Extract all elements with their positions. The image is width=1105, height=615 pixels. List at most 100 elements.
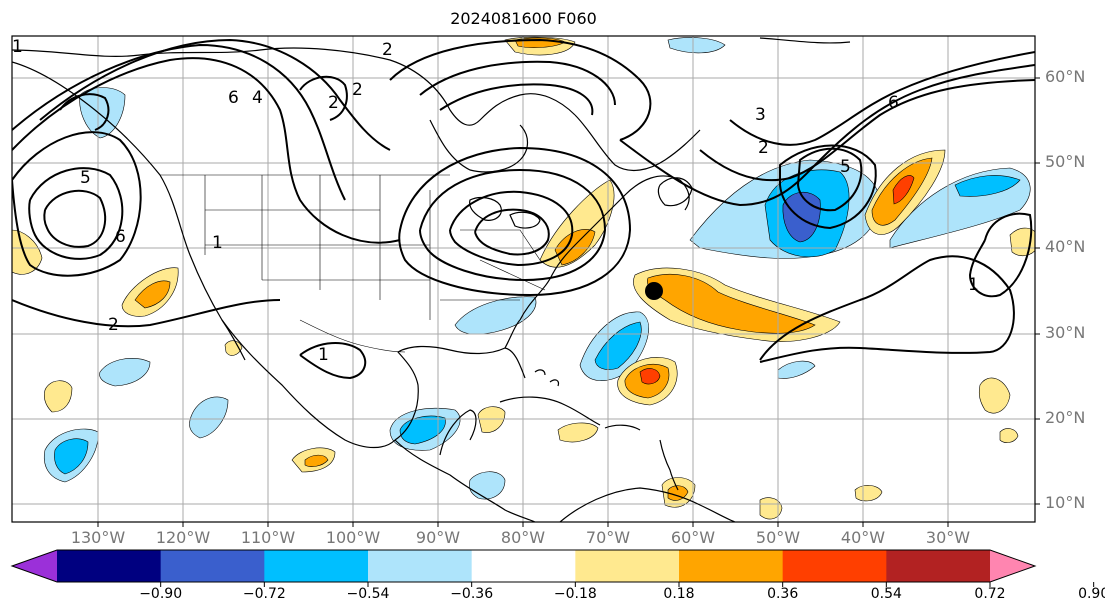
colorbar-swatch (57, 550, 162, 582)
coast-labrador (574, 114, 701, 172)
coast-central-america (394, 439, 536, 522)
shade-negative-central (468, 471, 506, 500)
contour-lines (12, 38, 1035, 380)
colorbar-tick-label: 0.18 (663, 586, 695, 602)
coast-canada-north (12, 47, 576, 126)
lon-ticks (97, 522, 949, 527)
shade-negative-bermuda-s (777, 360, 816, 379)
contour-atlantic-trough (796, 147, 863, 212)
colorbar-tick-label: −0.54 (346, 586, 390, 602)
lat-label: 50°N (1045, 152, 1086, 171)
lon-label: 130°W (70, 528, 126, 547)
map-title: 2024081600 F060 (450, 9, 597, 28)
contour-jet-west-3 (39, 38, 391, 151)
shade-positive-newfoundland-peak (892, 175, 915, 205)
lon-label: 120°W (155, 528, 211, 547)
lat-label: 10°N (1045, 493, 1086, 512)
shaded-field-layer (12, 36, 1035, 520)
shade-positive-mexico-core (304, 454, 329, 467)
colorbar-extend-max (990, 550, 1035, 582)
shade-negative-pacific-3 (99, 358, 151, 387)
contour-great-lakes-inner (449, 190, 574, 267)
contour-great-lakes-outer (398, 146, 632, 297)
colorbar-extend-min (12, 550, 57, 582)
shade-negative-pacific-1-core (54, 438, 89, 475)
colorbar-swatch (575, 550, 680, 582)
coast-greenland (759, 37, 851, 44)
shade-positive-small-3 (759, 497, 783, 520)
colorbar-tick-label: 0.72 (974, 586, 1006, 602)
contour-label: 2 (758, 138, 769, 158)
coast-great-lakes (469, 196, 541, 229)
contour-label: 2 (328, 93, 339, 113)
shade-positive-gulf (477, 406, 506, 433)
contour-label: 1 (212, 233, 223, 253)
coast-hispaniola (604, 424, 641, 431)
lon-label: 80°W (500, 528, 546, 547)
lon-label: 50°W (755, 528, 801, 547)
contour-label: 4 (252, 88, 263, 108)
coast-florida (504, 319, 521, 349)
coast-newfoundland (657, 177, 693, 207)
colorbar (10, 549, 1095, 587)
lon-label: 60°W (670, 528, 716, 547)
shade-positive-carib-peak (639, 368, 661, 385)
contour-pacific-low-mid (28, 167, 124, 260)
lat-label: 40°N (1045, 237, 1086, 256)
colorbar-swatch (368, 550, 473, 582)
shade-positive-small-1 (854, 485, 883, 502)
contour-atlantic-ridge-3 (729, 51, 1035, 146)
lon-label: 40°W (840, 528, 886, 547)
contour-mexico (299, 342, 367, 380)
coastlines (12, 37, 851, 522)
colorbar-tick-label: 0.36 (767, 586, 799, 602)
shade-positive-pacific-core (134, 280, 171, 309)
contour-label: 5 (80, 168, 91, 188)
shade-negative-pacific-2 (189, 396, 229, 439)
contour-subtropical (759, 255, 1015, 363)
shade-positive-small-2 (999, 428, 1019, 443)
contour-label-group: 5 6 2 1 6 4 2 2 2 3 2 5 6 1 1 1 (12, 37, 979, 365)
coast-bahamas (534, 369, 560, 387)
contour-label: 6 (115, 227, 126, 247)
contour-jet-west-2 (12, 43, 346, 201)
contour-pacific-sw (12, 299, 281, 328)
shade-positive-pacific-2 (43, 380, 73, 413)
shade-positive-carib-e (557, 422, 599, 443)
lon-label: 70°W (585, 528, 631, 547)
lat-label: 60°N (1045, 67, 1086, 86)
contour-atlantic-ridge (619, 64, 1035, 207)
contour-west-small (299, 75, 348, 121)
colorbar-tick-label: −0.72 (242, 586, 286, 602)
lat-label: 20°N (1045, 408, 1086, 427)
colorbar-outline (10, 549, 1037, 583)
contour-label: 2 (352, 80, 363, 100)
contour-label: 2 (108, 315, 119, 335)
lon-label: 90°W (415, 528, 461, 547)
map-layers (12, 36, 1035, 522)
shade-negative-yucatan-core (399, 415, 446, 445)
lat-label: 30°N (1045, 323, 1086, 342)
contour-pacific-low-outer (12, 131, 142, 277)
political-borders (160, 174, 546, 353)
shade-negative-east-core (954, 175, 1021, 197)
coast-yucatan (439, 409, 477, 456)
coast-antilles (659, 439, 679, 491)
coast-south-america (559, 487, 736, 522)
contour-east-low (968, 212, 1033, 298)
shade-positive-atlantic-band-core (647, 273, 816, 334)
colorbar-swatch (160, 550, 265, 582)
colorbar-tick-label: 0.90 (1078, 586, 1105, 602)
contour-label: 1 (318, 345, 329, 365)
storm-center-marker (645, 282, 663, 300)
coast-north-america-west (12, 61, 396, 449)
lon-label: 100°W (325, 528, 381, 547)
shade-positive-ne-atl (978, 377, 1011, 414)
shade-positive-small-5 (224, 340, 243, 356)
colorbar-tick-label: −0.36 (450, 586, 494, 602)
coast-cuba (499, 396, 601, 426)
coast-baja (221, 319, 246, 361)
colorbar-swatch (264, 550, 369, 582)
shade-positive-carib-s-core (667, 485, 689, 501)
